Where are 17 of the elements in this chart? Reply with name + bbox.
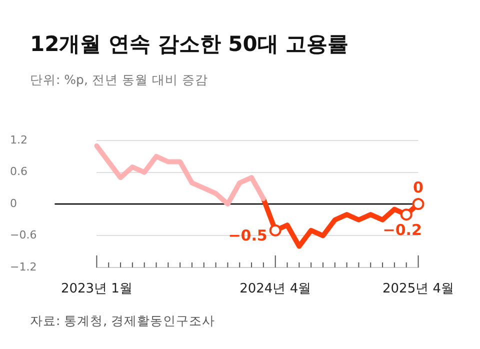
point xyxy=(412,198,424,210)
point xyxy=(269,224,282,236)
y-tick-label: 0 xyxy=(10,196,17,210)
chart-title: 12개월 연속 감소한 50대 고용률 xyxy=(30,31,349,58)
data-label: −0.5 xyxy=(228,226,268,244)
chart-subtitle: 단위: %p, 전년 동월 대비 증감 xyxy=(30,72,208,89)
point xyxy=(400,208,412,221)
x-tick-label: 2024년 4월 xyxy=(240,282,312,297)
x-tick-label: 2023년 1월 xyxy=(60,282,132,297)
y-tick-label: −1.2 xyxy=(10,260,37,274)
x-tick-label: 2025년 4월 xyxy=(382,282,454,297)
data-label: −0.2 xyxy=(382,220,422,239)
y-tick-label: 1.2 xyxy=(10,133,28,146)
text: 자료: 통계청, 경제활동인구조사 xyxy=(30,313,216,330)
y-tick-label: 0.6 xyxy=(10,165,28,178)
data-label: 0 xyxy=(413,178,424,196)
y-tick-label: −0.6 xyxy=(10,228,37,242)
